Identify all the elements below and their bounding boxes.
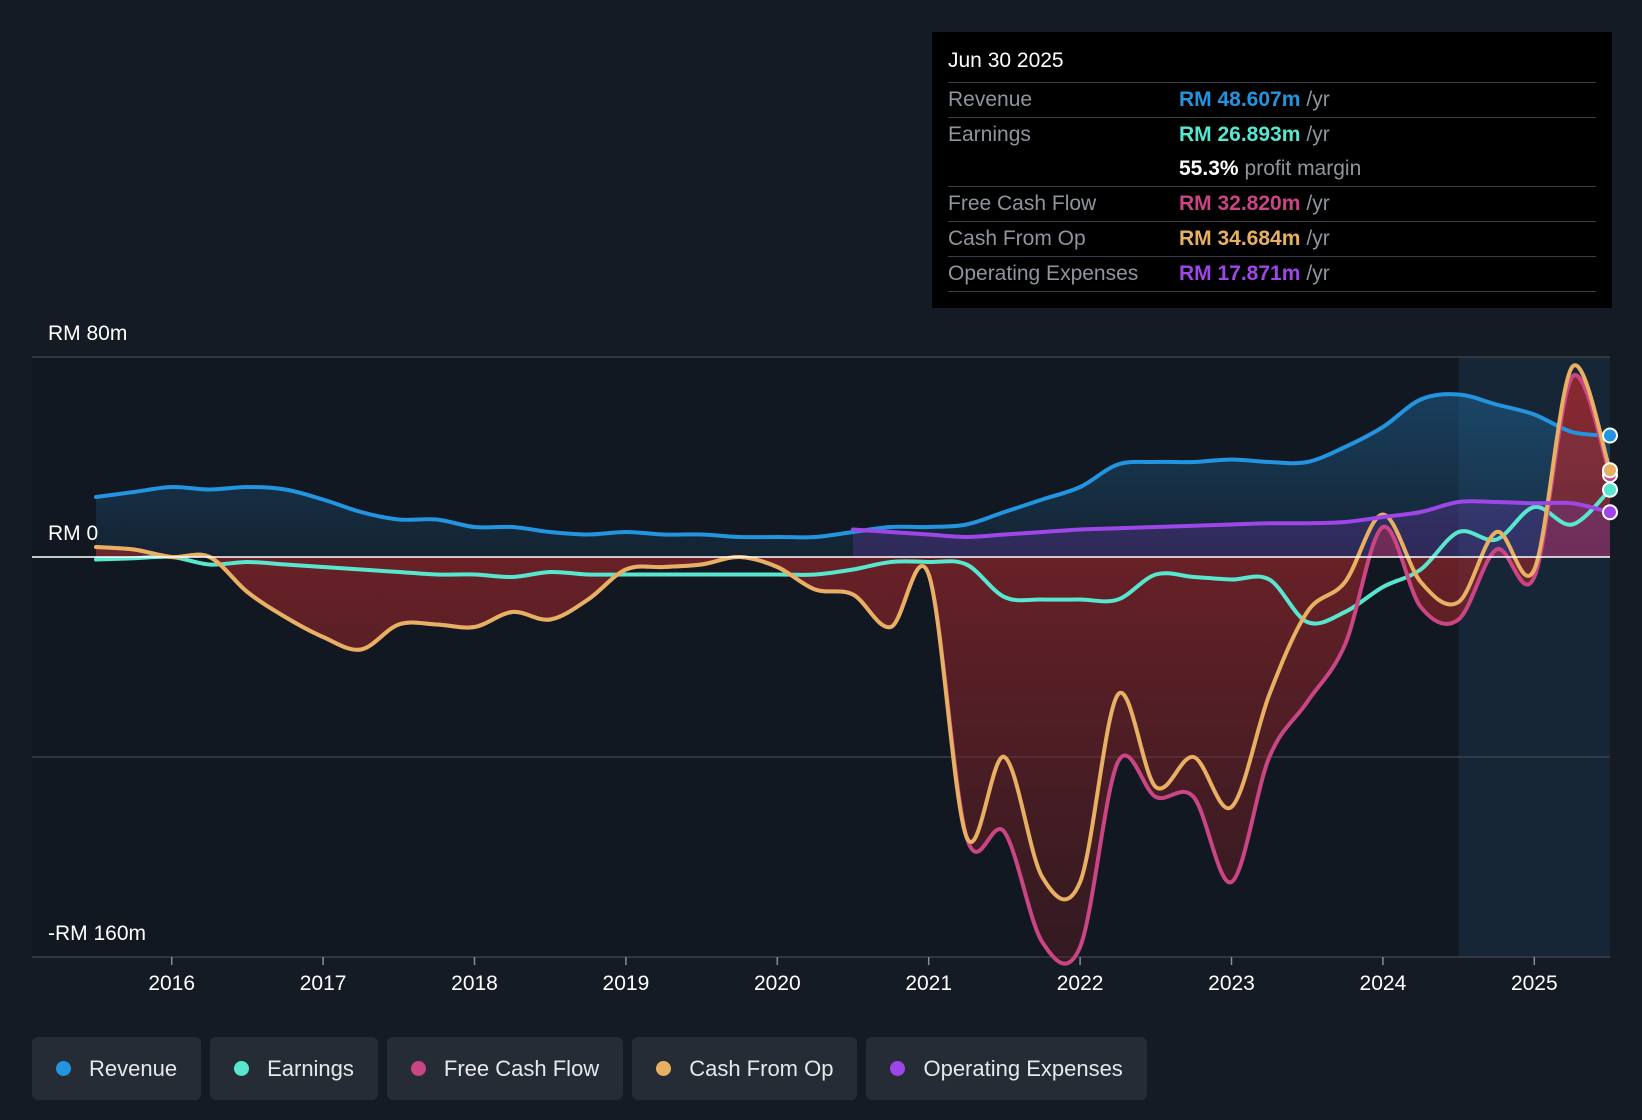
tooltip-value: RM 34.684m [1179,227,1301,250]
legend-dot-icon [234,1061,250,1076]
tooltip-label: Free Cash Flow [948,192,1097,215]
x-tick-label: 2020 [754,972,801,995]
revenue-area [96,394,1610,557]
tooltip-unit: profit margin [1244,157,1362,180]
tooltip-value: RM 32.820m [1179,192,1301,215]
legend-item-revenue[interactable]: Revenue [32,1037,202,1100]
legend: Revenue Earnings Free Cash Flow Cash Fro… [32,1037,1147,1100]
tooltip-date: Jun 30 2025 [948,46,1596,83]
tooltip-unit: /yr [1306,88,1330,111]
y-label-top: RM 80m [48,322,127,345]
x-tick-label: 2019 [603,972,650,995]
tooltip-row-cfo: Cash From Op RM 34.684m /yr [948,222,1596,257]
legend-item-free-cash-flow[interactable]: Free Cash Flow [386,1037,624,1100]
legend-label: Cash From Op [689,1055,834,1081]
revenue-line [94,392,1612,540]
legend-item-cash-from-op[interactable]: Cash From Op [632,1037,858,1100]
operating-expenses-line [851,499,1612,539]
legend-label: Free Cash Flow [443,1055,600,1081]
tooltip-label: Revenue [948,88,1033,111]
cash-from-op-endpoint [1602,462,1618,479]
tooltip-row-revenue: Revenue RM 48.607m /yr [948,83,1596,118]
tooltip-value: RM 17.871m [1179,262,1301,285]
tooltip-panel: Jun 30 2025 Revenue RM 48.607m /yr Earni… [932,32,1612,308]
free-cash-flow-area [96,375,1610,964]
x-tick-label: 2024 [1360,972,1407,995]
x-tick-label: 2018 [451,972,498,995]
tooltip-label [948,152,1179,186]
legend-label: Operating Expenses [923,1055,1123,1081]
tooltip-row-fcf: Free Cash Flow RM 32.820m /yr [948,187,1596,222]
tooltip-unit: /yr [1306,123,1330,146]
revenue-endpoint [1602,427,1618,444]
x-tick-label: 2023 [1208,972,1255,995]
x-tick-label: 2021 [905,972,952,995]
tooltip-row-opex: Operating Expenses RM 17.871m /yr [948,257,1596,292]
tooltip-unit: /yr [1306,262,1330,285]
operating-expenses-area [853,501,1610,557]
legend-label: Earnings [267,1055,354,1081]
tooltip-row-margin: 55.3% profit margin [948,152,1596,187]
earnings-endpoint [1602,481,1618,498]
x-tick-label: 2017 [300,972,347,995]
legend-dot-icon [656,1061,672,1076]
tooltip-label: Operating Expenses [948,262,1139,285]
operating-expenses-endpoint [1602,504,1618,521]
tooltip-value: RM 48.607m [1179,88,1301,111]
x-tick-label: 2016 [148,972,195,995]
tooltip-value: 55.3% [1179,157,1239,180]
y-label-bottom: -RM 160m [48,922,146,945]
legend-dot-icon [890,1061,906,1076]
legend-item-earnings[interactable]: Earnings [210,1037,378,1100]
tooltip-row-earnings: Earnings RM 26.893m /yr [948,118,1596,152]
x-tick-label: 2022 [1057,972,1104,995]
tooltip-label: Earnings [948,123,1031,146]
tooltip-label: Cash From Op [948,227,1086,250]
legend-item-operating-expenses[interactable]: Operating Expenses [866,1037,1147,1100]
tooltip-value: RM 26.893m [1179,123,1301,146]
x-tick-label: 2025 [1511,972,1558,995]
cash-from-op-line [94,363,1612,902]
legend-dot-icon [410,1061,426,1076]
y-label-zero: RM 0 [48,522,98,545]
tooltip-unit: /yr [1306,227,1330,250]
legend-dot-icon [56,1061,71,1076]
tooltip-unit: /yr [1306,192,1330,215]
legend-label: Revenue [89,1055,178,1081]
